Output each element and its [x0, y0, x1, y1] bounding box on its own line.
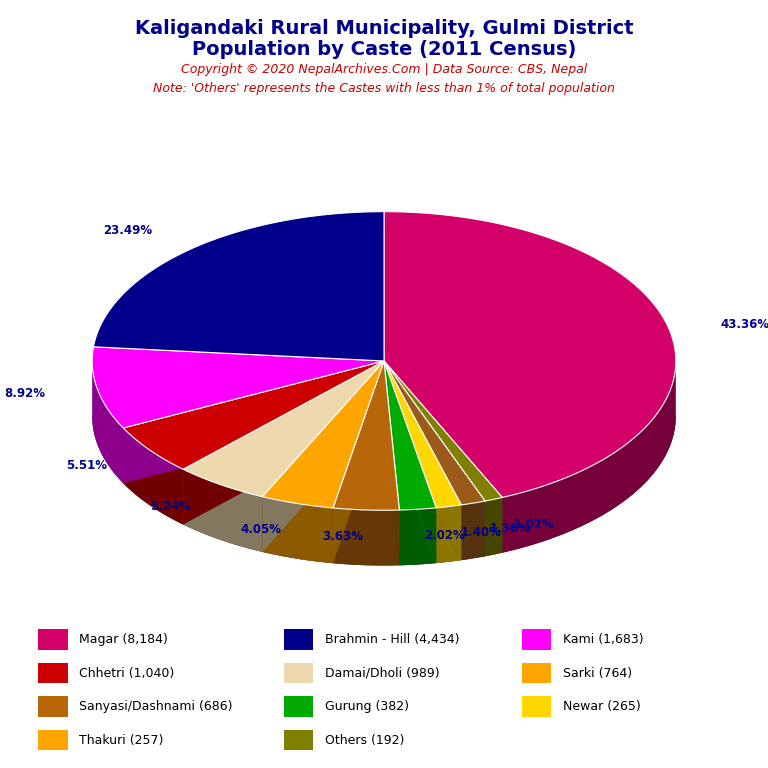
Polygon shape	[384, 361, 399, 565]
Text: Newar (265): Newar (265)	[563, 700, 641, 713]
FancyBboxPatch shape	[38, 730, 68, 750]
Polygon shape	[384, 361, 436, 510]
Text: Population by Caste (2011 Census): Population by Caste (2011 Census)	[192, 40, 576, 59]
FancyBboxPatch shape	[522, 697, 551, 717]
FancyBboxPatch shape	[284, 697, 313, 717]
Polygon shape	[123, 428, 183, 525]
Text: Thakuri (257): Thakuri (257)	[79, 733, 164, 746]
Polygon shape	[92, 362, 123, 483]
Polygon shape	[384, 361, 485, 556]
Text: 43.36%: 43.36%	[721, 318, 768, 331]
Polygon shape	[123, 361, 384, 483]
Polygon shape	[263, 361, 384, 508]
Polygon shape	[263, 361, 384, 552]
Polygon shape	[384, 212, 676, 498]
FancyBboxPatch shape	[284, 730, 313, 750]
Polygon shape	[384, 361, 502, 553]
Text: Others (192): Others (192)	[325, 733, 404, 746]
Polygon shape	[384, 361, 436, 563]
Text: Magar (8,184): Magar (8,184)	[79, 633, 168, 646]
Polygon shape	[384, 361, 399, 565]
Polygon shape	[263, 497, 333, 563]
Polygon shape	[333, 361, 384, 563]
Polygon shape	[333, 508, 399, 565]
FancyBboxPatch shape	[522, 663, 551, 684]
Text: Sanyasi/Dashnami (686): Sanyasi/Dashnami (686)	[79, 700, 233, 713]
Polygon shape	[123, 361, 384, 469]
Text: 5.51%: 5.51%	[67, 459, 108, 472]
Polygon shape	[183, 361, 384, 525]
Text: Damai/Dholi (989): Damai/Dholi (989)	[325, 667, 439, 680]
Text: 1.36%: 1.36%	[489, 522, 530, 535]
Text: 5.24%: 5.24%	[150, 501, 191, 513]
Polygon shape	[384, 361, 485, 556]
FancyBboxPatch shape	[522, 630, 551, 650]
Polygon shape	[384, 361, 502, 553]
Text: Brahmin - Hill (4,434): Brahmin - Hill (4,434)	[325, 633, 459, 646]
FancyBboxPatch shape	[284, 630, 313, 650]
FancyBboxPatch shape	[38, 630, 68, 650]
Polygon shape	[92, 347, 384, 428]
Polygon shape	[384, 361, 462, 508]
Text: Kami (1,683): Kami (1,683)	[563, 633, 644, 646]
Text: Sarki (764): Sarki (764)	[563, 667, 632, 680]
FancyBboxPatch shape	[38, 663, 68, 684]
Polygon shape	[384, 361, 502, 501]
Polygon shape	[183, 469, 263, 552]
Polygon shape	[384, 361, 462, 560]
Text: 1.40%: 1.40%	[461, 526, 502, 539]
FancyBboxPatch shape	[284, 663, 313, 684]
Polygon shape	[183, 361, 384, 525]
Polygon shape	[485, 498, 502, 556]
Polygon shape	[333, 361, 384, 563]
Polygon shape	[502, 362, 676, 553]
Text: 2.02%: 2.02%	[424, 529, 465, 542]
Polygon shape	[384, 361, 436, 563]
Text: 8.92%: 8.92%	[5, 387, 45, 400]
Polygon shape	[436, 505, 462, 563]
Polygon shape	[333, 361, 399, 510]
FancyBboxPatch shape	[38, 697, 68, 717]
Polygon shape	[183, 361, 384, 497]
Polygon shape	[263, 361, 384, 552]
Text: Note: 'Others' represents the Castes with less than 1% of total population: Note: 'Others' represents the Castes wit…	[153, 82, 615, 95]
Polygon shape	[384, 361, 485, 505]
Polygon shape	[94, 212, 384, 361]
Text: 4.05%: 4.05%	[240, 522, 281, 535]
Polygon shape	[92, 416, 676, 565]
Text: Chhetri (1,040): Chhetri (1,040)	[79, 667, 174, 680]
Text: Kaligandaki Rural Municipality, Gulmi District: Kaligandaki Rural Municipality, Gulmi Di…	[134, 19, 634, 38]
Text: 3.63%: 3.63%	[322, 530, 362, 543]
Text: Copyright © 2020 NepalArchives.Com | Data Source: CBS, Nepal: Copyright © 2020 NepalArchives.Com | Dat…	[181, 63, 587, 76]
Polygon shape	[462, 501, 485, 560]
Text: Gurung (382): Gurung (382)	[325, 700, 409, 713]
Polygon shape	[384, 361, 462, 560]
Polygon shape	[123, 361, 384, 483]
Text: 23.49%: 23.49%	[103, 224, 152, 237]
Polygon shape	[399, 508, 436, 565]
Text: 1.02%: 1.02%	[514, 518, 554, 531]
